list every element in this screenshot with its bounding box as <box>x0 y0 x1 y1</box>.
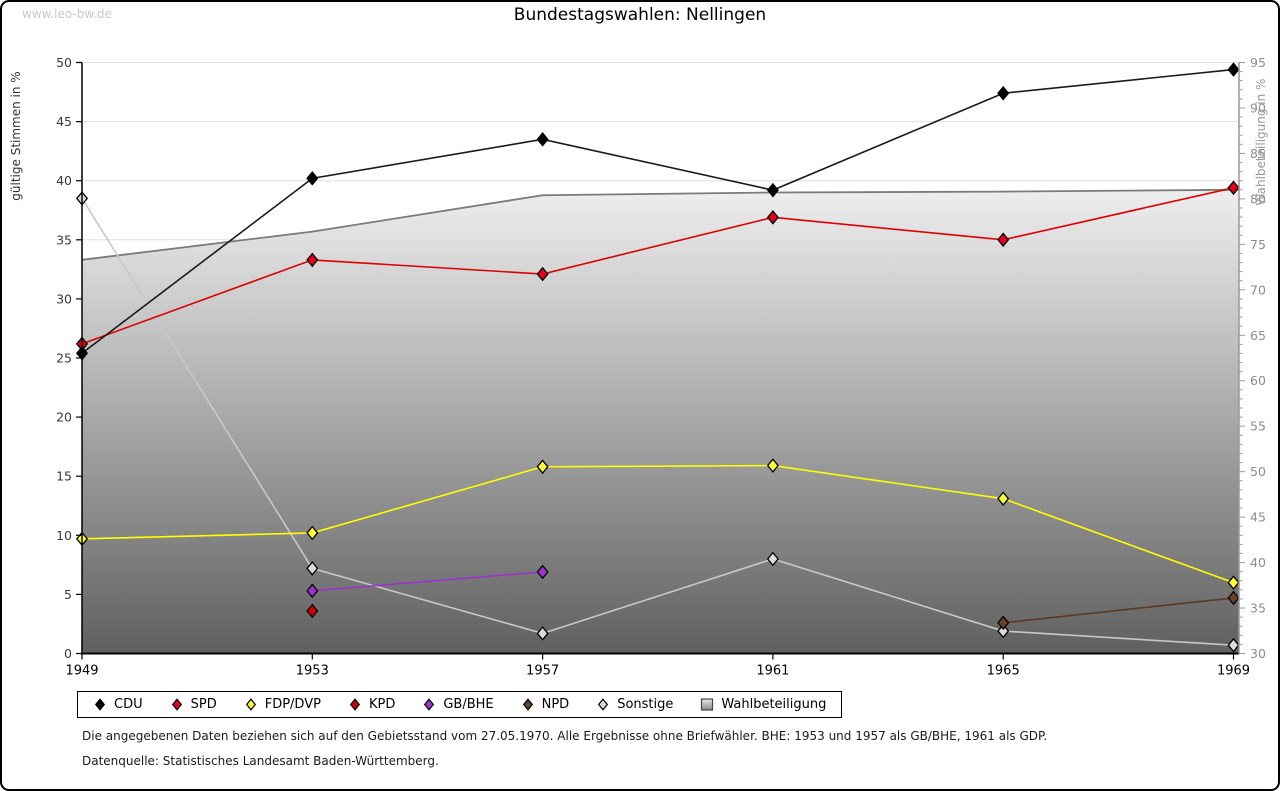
svg-text:45: 45 <box>56 114 72 129</box>
svg-text:1965: 1965 <box>987 664 1020 679</box>
series-npd <box>997 590 1240 631</box>
diamond-marker-icon <box>171 698 182 711</box>
svg-text:80: 80 <box>1250 191 1266 206</box>
svg-text:1961: 1961 <box>756 664 789 679</box>
svg-text:70: 70 <box>1250 282 1266 297</box>
chart-title: Bundestagswahlen: Nellingen <box>513 5 767 25</box>
y-axis-left: 0 5 10 15 20 25 30 35 40 45 50 <box>56 55 82 661</box>
legend-item-kpd: KPD <box>348 697 395 712</box>
legend-label: FDP/DVP <box>264 697 321 712</box>
svg-text:15: 15 <box>56 469 72 484</box>
legend-label: KPD <box>368 697 396 712</box>
svg-text:5: 5 <box>64 587 72 602</box>
legend-label: Wahlbeteiligung <box>721 697 827 712</box>
footnote-datenquelle: Datenquelle: Statistisches Landesamt Bad… <box>82 754 439 768</box>
diamond-marker-icon <box>598 698 609 711</box>
svg-text:55: 55 <box>1250 419 1266 434</box>
svg-text:60: 60 <box>1250 373 1266 388</box>
svg-text:40: 40 <box>1250 555 1266 570</box>
svg-text:40: 40 <box>56 173 72 188</box>
series-spd <box>75 180 1240 352</box>
legend-label: GB/BHE <box>443 697 494 712</box>
watermark: www.leo-bw.de <box>22 7 112 21</box>
svg-text:65: 65 <box>1250 328 1266 343</box>
diamond-marker-icon <box>94 698 106 711</box>
svg-text:35: 35 <box>1250 601 1266 616</box>
series-sonstige <box>75 191 1240 653</box>
legend: CDU SPD FDP/DVP KPD GB/BHE NPD Sonstige Wahlbet… <box>77 691 843 718</box>
legend-item-npd: NPD <box>521 697 570 712</box>
legend-item-cdu: CDU <box>93 697 143 712</box>
svg-text:30: 30 <box>1250 646 1266 661</box>
wahlbeteiligung-area <box>82 189 1239 654</box>
svg-text:1969: 1969 <box>1217 664 1250 679</box>
svg-text:95: 95 <box>1250 55 1266 70</box>
legend-item-wahlbeteiligung: Wahlbeteiligung <box>700 697 826 712</box>
svg-text:0: 0 <box>64 646 72 661</box>
legend-item-fdp-dvp: FDP/DVP <box>244 697 321 712</box>
legend-item-spd: SPD <box>170 697 217 712</box>
svg-text:10: 10 <box>56 528 72 543</box>
legend-label: SPD <box>190 697 217 712</box>
svg-text:45: 45 <box>1250 510 1266 525</box>
series-kpd <box>306 603 319 619</box>
x-axis: 1949 1953 1957 1961 1965 1969 <box>65 653 1250 679</box>
square-marker-icon <box>701 698 714 711</box>
svg-text:85: 85 <box>1250 146 1266 161</box>
series-gb-bhe <box>306 564 549 599</box>
legend-label: CDU <box>114 697 143 712</box>
svg-text:1949: 1949 <box>65 664 98 679</box>
right-axis-title: Wahlbeteiligung in % <box>1254 79 1268 206</box>
footnote-gebietsstand: Die angegebenen Daten beziehen sich auf … <box>82 729 1048 743</box>
svg-text:1953: 1953 <box>296 664 329 679</box>
diamond-marker-icon <box>522 698 533 711</box>
svg-text:25: 25 <box>56 351 72 366</box>
svg-text:50: 50 <box>1250 464 1266 479</box>
diamond-marker-icon <box>424 698 435 711</box>
svg-text:30: 30 <box>56 291 72 306</box>
svg-text:50: 50 <box>56 55 72 70</box>
legend-label: Sonstige <box>617 697 674 712</box>
legend-item-gb-bhe: GB/BHE <box>422 697 494 712</box>
legend-label: NPD <box>541 697 570 712</box>
series-cdu <box>75 62 1240 361</box>
legend-item-sonstige: Sonstige <box>596 697 673 712</box>
y-axis-right: 30 35 40 45 50 55 60 65 70 75 80 85 90 95 <box>1239 55 1266 661</box>
svg-text:20: 20 <box>56 410 72 425</box>
svg-text:35: 35 <box>56 232 72 247</box>
left-axis-title: gültige Stimmen in % <box>9 71 23 200</box>
svg-text:75: 75 <box>1250 237 1266 252</box>
diamond-marker-icon <box>349 698 361 711</box>
diamond-marker-icon <box>245 698 256 711</box>
series-fdp-dvp <box>75 458 1240 590</box>
svg-text:1957: 1957 <box>526 664 559 679</box>
svg-text:90: 90 <box>1250 100 1266 115</box>
